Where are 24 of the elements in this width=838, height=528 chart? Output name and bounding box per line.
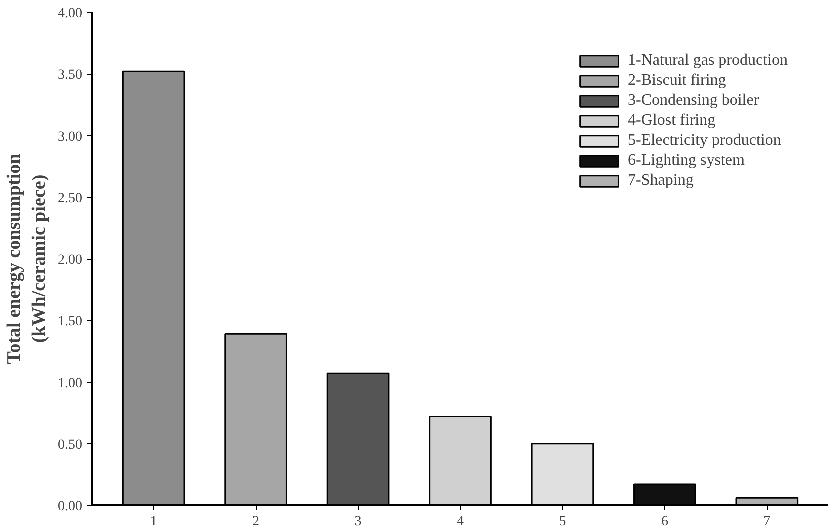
y-axis-title: Total energy consumption (kWh/ceramic piece) (4, 153, 50, 364)
legend-label: 3-Condensing boiler (628, 92, 760, 110)
y-tick-label: 2.00 (58, 253, 82, 268)
y-tick-label: 1.00 (58, 376, 82, 392)
legend-label: 1-Natural gas production (628, 52, 788, 70)
x-tick-label: 6 (661, 514, 668, 528)
x-tick-label: 4 (457, 514, 464, 528)
x-tick-label: 5 (559, 514, 566, 528)
legend-label: 2-Biscuit firing (628, 72, 726, 90)
y-tick-label: 0.00 (58, 500, 82, 514)
x-tick-label: 2 (252, 514, 260, 528)
x-tick-label: 1 (150, 514, 158, 528)
y-tick-label: 3.00 (58, 130, 82, 145)
x-tick-label: 3 (354, 514, 362, 528)
y-tick-label: 2.50 (58, 191, 82, 206)
legend-label: 6-Lighting system (628, 152, 745, 170)
y-tick-label: 3.50 (58, 68, 82, 84)
y-tick-label: 0.50 (58, 438, 82, 453)
x-tick-label: 7 (764, 514, 771, 528)
legend-label: 4-Glost firing (628, 112, 716, 130)
legend-label: 5-Electricity production (628, 132, 782, 150)
legend-label: 7-Shaping (628, 172, 694, 190)
y-tick-label: 1.50 (58, 314, 82, 330)
y-tick-label: 4.00 (58, 6, 82, 22)
